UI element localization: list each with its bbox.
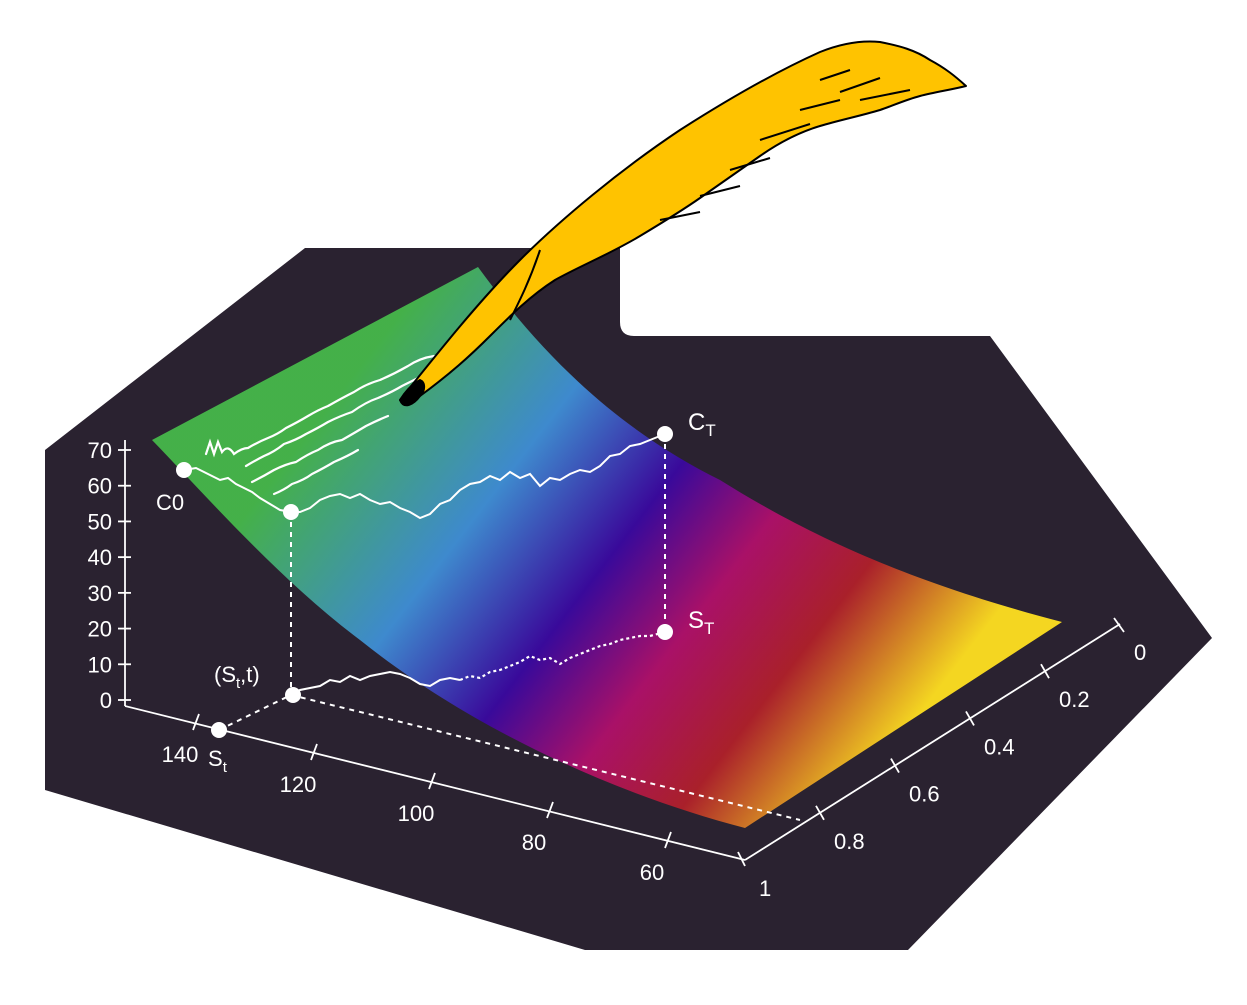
point-ct — [657, 426, 673, 442]
handwriting-strokes — [204, 354, 436, 496]
price-tick-label: 60 — [640, 860, 664, 885]
price-tick — [546, 801, 554, 819]
quill-icon — [399, 40, 967, 407]
price-path-dotted — [459, 630, 666, 682]
price-axis: 140 120 100 80 60 — [124, 705, 746, 885]
time-tick — [965, 710, 975, 726]
label-sT: ST — [688, 607, 714, 638]
point-st-axis — [211, 722, 227, 738]
value-tick-label: 40 — [88, 545, 112, 570]
time-tick-label: 0.8 — [834, 829, 865, 854]
time-tick — [890, 758, 900, 774]
price-tick — [310, 743, 318, 761]
point-st-t — [285, 687, 301, 703]
price-tick-label: 100 — [398, 801, 435, 826]
price-tick — [192, 713, 200, 731]
price-tick-label: 140 — [162, 742, 199, 767]
value-tick-label: 30 — [88, 581, 112, 606]
price-tick — [664, 831, 672, 849]
label-ct-main: C — [688, 409, 705, 436]
value-tick-label: 0 — [100, 688, 112, 713]
time-axis: 0 0.2 0.4 0.6 0.8 1 — [744, 617, 1146, 901]
label-st-axis: St — [208, 746, 228, 776]
label-st-t-sub: t — [236, 675, 241, 692]
value-path — [183, 433, 666, 520]
value-axis: 0 10 20 30 40 50 60 70 — [88, 438, 131, 713]
time-tick-label: 1 — [759, 876, 771, 901]
label-st-axis-main: S — [208, 746, 223, 771]
label-c0: C0 — [156, 490, 184, 515]
point-st-value — [283, 504, 299, 520]
time-tick-label: 0 — [1134, 640, 1146, 665]
time-tick — [815, 805, 825, 821]
point-sT — [657, 624, 673, 640]
time-tick-label: 0.6 — [909, 782, 940, 807]
label-st-t-open: (S — [214, 662, 236, 687]
marked-points — [176, 426, 673, 738]
surface — [152, 267, 1062, 828]
label-ct: CT — [688, 409, 716, 440]
label-sT-sub: T — [704, 619, 714, 638]
label-st-axis-sub: t — [223, 759, 228, 776]
price-path — [290, 670, 461, 696]
guide-lines — [218, 434, 801, 821]
time-tick-label: 0.4 — [984, 734, 1015, 759]
value-tick-label: 60 — [88, 474, 112, 499]
time-tick-label: 0.2 — [1059, 687, 1090, 712]
label-st-t: (St,t) — [214, 662, 260, 692]
value-tick-label: 20 — [88, 617, 112, 642]
point-c0 — [176, 462, 192, 478]
value-tick-label: 10 — [88, 652, 112, 677]
price-tick-label: 120 — [280, 772, 317, 797]
value-tick-label: 70 — [88, 438, 112, 463]
price-tick — [428, 772, 436, 790]
label-ct-sub: T — [705, 421, 715, 440]
label-sT-main: S — [688, 607, 704, 634]
value-tick-label: 50 — [88, 509, 112, 534]
price-tick-label: 80 — [522, 830, 546, 855]
label-st-t-close: ,t) — [240, 662, 260, 687]
time-tick — [1040, 663, 1050, 679]
